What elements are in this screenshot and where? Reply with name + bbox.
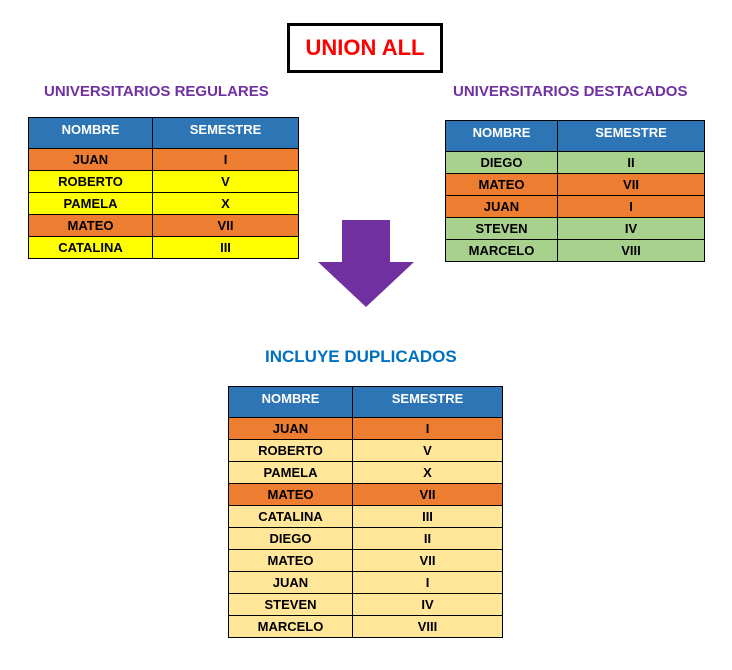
cell-semestre: I xyxy=(352,571,503,594)
cell-nombre: MATEO xyxy=(228,483,353,506)
arrow-down-icon xyxy=(318,220,414,307)
union-all-title: UNION ALL xyxy=(287,23,443,73)
table-row: STEVEN IV xyxy=(445,217,705,240)
table-row: MARCELO VIII xyxy=(228,615,503,638)
cell-nombre: STEVEN xyxy=(445,217,558,240)
column-header-semestre: SEMESTRE xyxy=(352,386,503,418)
cell-nombre: CATALINA xyxy=(28,236,153,259)
cell-semestre: III xyxy=(152,236,299,259)
cell-semestre: I xyxy=(352,417,503,440)
header-row: NOMBRE SEMESTRE xyxy=(445,120,705,152)
cell-nombre: MARCELO xyxy=(445,239,558,262)
table-row: MATEO VII xyxy=(445,173,705,196)
table-row: JUAN I xyxy=(228,417,503,440)
cell-nombre: DIEGO xyxy=(228,527,353,550)
table-row: CATALINA III xyxy=(28,236,299,259)
duplicados-heading: INCLUYE DUPLICADOS xyxy=(265,347,457,366)
cell-nombre: PAMELA xyxy=(28,192,153,215)
table-row: MARCELO VIII xyxy=(445,239,705,262)
column-header-semestre: SEMESTRE xyxy=(152,117,299,149)
table-row: MATEO VII xyxy=(228,549,503,572)
cell-nombre: MATEO xyxy=(28,214,153,237)
cell-semestre: VII xyxy=(352,549,503,572)
table-row: JUAN I xyxy=(28,148,299,171)
table-row: PAMELA X xyxy=(228,461,503,484)
cell-nombre: MARCELO xyxy=(228,615,353,638)
table-row: MATEO VII xyxy=(28,214,299,237)
column-header-nombre: NOMBRE xyxy=(28,117,153,149)
cell-semestre: X xyxy=(152,192,299,215)
cell-nombre: MATEO xyxy=(228,549,353,572)
cell-nombre: STEVEN xyxy=(228,593,353,616)
cell-semestre: VIII xyxy=(352,615,503,638)
cell-semestre: VIII xyxy=(557,239,705,262)
cell-nombre: ROBERTO xyxy=(228,439,353,462)
cell-semestre: X xyxy=(352,461,503,484)
table-row: JUAN I xyxy=(228,571,503,594)
cell-semestre: II xyxy=(352,527,503,550)
regulares-table: NOMBRE SEMESTRE JUAN I ROBERTO V PAMELA X MATE… xyxy=(28,117,299,259)
cell-nombre: ROBERTO xyxy=(28,170,153,193)
cell-semestre: V xyxy=(152,170,299,193)
cell-nombre: PAMELA xyxy=(228,461,353,484)
table-row: ROBERTO V xyxy=(228,439,503,462)
cell-nombre: JUAN xyxy=(228,571,353,594)
cell-nombre: CATALINA xyxy=(228,505,353,528)
cell-nombre: JUAN xyxy=(228,417,353,440)
table-row: STEVEN IV xyxy=(228,593,503,616)
cell-semestre: IV xyxy=(557,217,705,240)
cell-semestre: VII xyxy=(152,214,299,237)
cell-nombre: DIEGO xyxy=(445,151,558,174)
cell-semestre: V xyxy=(352,439,503,462)
cell-semestre: VII xyxy=(352,483,503,506)
cell-semestre: IV xyxy=(352,593,503,616)
table-row: DIEGO II xyxy=(445,151,705,174)
cell-nombre: JUAN xyxy=(445,195,558,218)
destacados-table: NOMBRE SEMESTRE DIEGO II MATEO VII JUAN I STEV… xyxy=(445,120,705,262)
cell-semestre: VII xyxy=(557,173,705,196)
column-header-nombre: NOMBRE xyxy=(445,120,558,152)
union-all-result-table: NOMBRE SEMESTRE JUAN I ROBERTO V PAMELA X MATE… xyxy=(228,386,503,638)
regulares-heading: UNIVERSITARIOS REGULARES xyxy=(44,83,269,100)
table-row: MATEO VII xyxy=(228,483,503,506)
cell-semestre: I xyxy=(152,148,299,171)
column-header-nombre: NOMBRE xyxy=(228,386,353,418)
cell-nombre: JUAN xyxy=(28,148,153,171)
table-row: ROBERTO V xyxy=(28,170,299,193)
table-row: JUAN I xyxy=(445,195,705,218)
cell-nombre: MATEO xyxy=(445,173,558,196)
cell-semestre: II xyxy=(557,151,705,174)
destacados-heading: UNIVERSITARIOS DESTACADOS xyxy=(453,83,688,100)
table-row: DIEGO II xyxy=(228,527,503,550)
column-header-semestre: SEMESTRE xyxy=(557,120,705,152)
header-row: NOMBRE SEMESTRE xyxy=(28,117,299,149)
header-row: NOMBRE SEMESTRE xyxy=(228,386,503,418)
table-row: CATALINA III xyxy=(228,505,503,528)
cell-semestre: I xyxy=(557,195,705,218)
table-row: PAMELA X xyxy=(28,192,299,215)
cell-semestre: III xyxy=(352,505,503,528)
